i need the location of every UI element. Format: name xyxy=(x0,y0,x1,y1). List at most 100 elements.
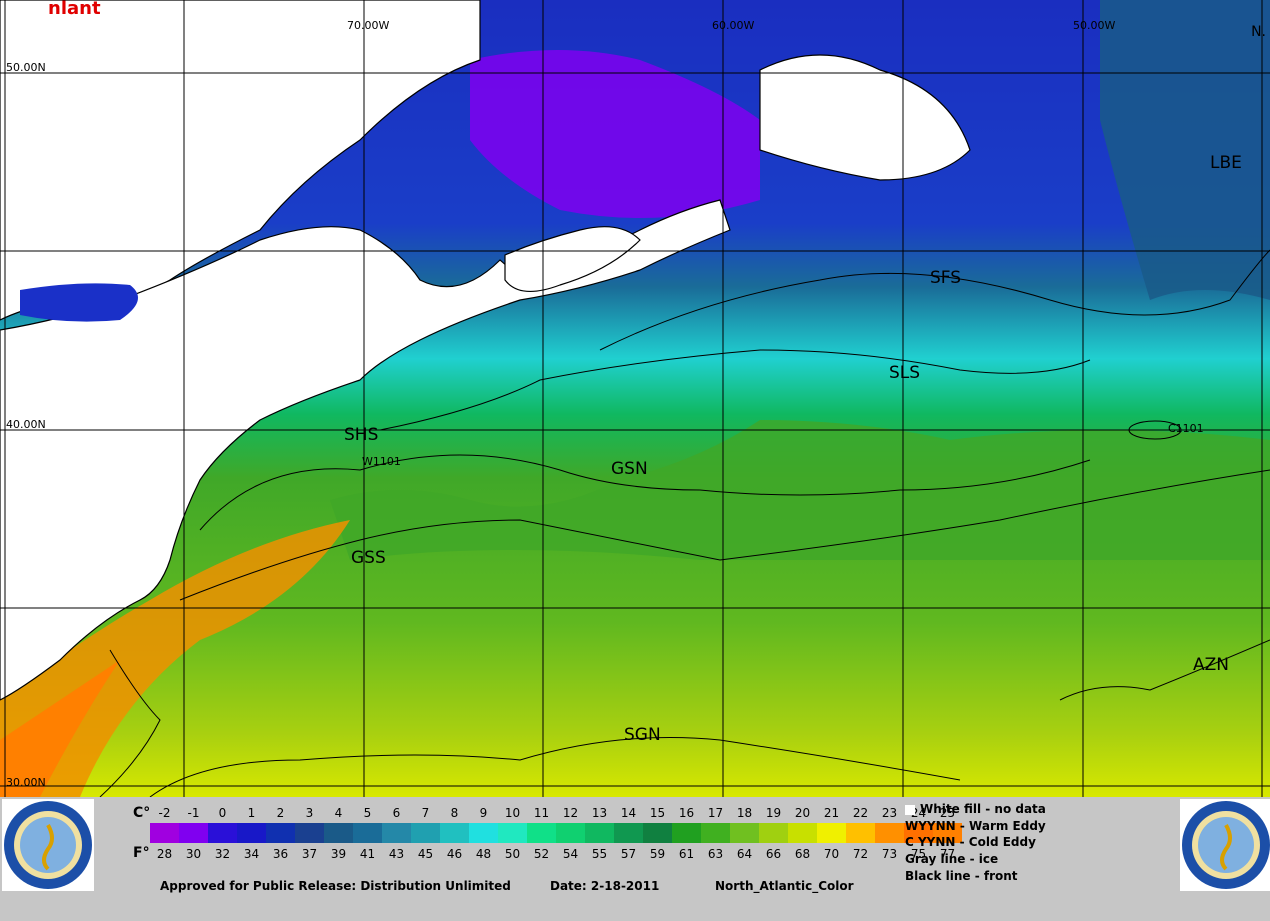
color-swatch xyxy=(672,823,701,843)
no-data-swatch xyxy=(905,805,915,815)
fahrenheit-tick: 64 xyxy=(736,847,753,861)
celsius-tick: 3 xyxy=(305,806,314,820)
celsius-unit-label: C° xyxy=(133,805,151,821)
front-label-azn: AZN xyxy=(1193,655,1229,675)
color-swatch xyxy=(817,823,846,843)
celsius-tick: 22 xyxy=(852,806,869,820)
color-swatch xyxy=(179,823,208,843)
front-label-shs: SHS xyxy=(344,425,379,445)
fahrenheit-tick: 37 xyxy=(301,847,318,861)
labrador-cold-region xyxy=(1100,0,1270,300)
celsius-tick: 12 xyxy=(562,806,579,820)
front-label-gss: GSS xyxy=(351,548,386,568)
fahrenheit-tick: 43 xyxy=(388,847,405,861)
color-swatch xyxy=(701,823,730,843)
celsius-tick: 13 xyxy=(591,806,608,820)
fahrenheit-tick: 72 xyxy=(852,847,869,861)
color-swatch xyxy=(875,823,904,843)
celsius-tick: 21 xyxy=(823,806,840,820)
celsius-tick: 0 xyxy=(218,806,227,820)
color-swatch xyxy=(904,823,933,843)
celsius-tick: 8 xyxy=(450,806,459,820)
gulf-stream-region xyxy=(330,420,1270,560)
fahrenheit-tick: 68 xyxy=(794,847,811,861)
region-title: nlant xyxy=(48,0,101,19)
color-swatch xyxy=(643,823,672,843)
lon-label-70w: 70.00W xyxy=(347,19,390,32)
celsius-tick: 2 xyxy=(276,806,285,820)
fahrenheit-scale: 28 30 32 34 36 37 39 41 43 45 46 48 50 52 54 55 57 59 61 63… xyxy=(150,847,962,861)
fahrenheit-tick: 36 xyxy=(272,847,289,861)
celsius-tick: 19 xyxy=(765,806,782,820)
fahrenheit-tick: 32 xyxy=(214,847,231,861)
key-warm-eddy: WYYNN - Warm Eddy xyxy=(905,819,1046,833)
approval-text: Approved for Public Release: Distributio… xyxy=(160,879,511,893)
fahrenheit-tick: 77 xyxy=(939,847,956,861)
key-black-line: Black line - front xyxy=(905,869,1018,883)
celsius-tick: 17 xyxy=(707,806,724,820)
fahrenheit-tick: 28 xyxy=(156,847,173,861)
lat-label-40n: 40.00N xyxy=(6,418,46,431)
fahrenheit-tick: 39 xyxy=(330,847,347,861)
front-lines xyxy=(99,249,1270,797)
fahrenheit-tick: 34 xyxy=(243,847,260,861)
celsius-tick: 11 xyxy=(533,806,550,820)
eddy-label-cold: C1101 xyxy=(1168,422,1204,435)
fahrenheit-tick: 66 xyxy=(765,847,782,861)
lat-label-30n: 30.00N xyxy=(6,776,46,789)
eddy-label-warm: W1101 xyxy=(362,455,401,468)
navoceano-seal-right xyxy=(1180,799,1270,891)
fahrenheit-tick: 54 xyxy=(562,847,579,861)
celsius-tick: 15 xyxy=(649,806,666,820)
front-label-sfs: SFS xyxy=(930,268,962,288)
key-gray-line: Gray line - ice xyxy=(905,852,999,866)
graticule xyxy=(0,0,1270,797)
color-swatch xyxy=(150,823,179,843)
fahrenheit-tick: 41 xyxy=(359,847,376,861)
color-swatch xyxy=(237,823,266,843)
fahrenheit-tick: 46 xyxy=(446,847,463,861)
color-swatch xyxy=(498,823,527,843)
color-swatch xyxy=(556,823,585,843)
color-swatch xyxy=(614,823,643,843)
color-scale-bar xyxy=(150,823,962,843)
color-swatch xyxy=(846,823,875,843)
fahrenheit-tick: 55 xyxy=(591,847,608,861)
fahrenheit-tick: 70 xyxy=(823,847,840,861)
celsius-tick: -1 xyxy=(187,806,200,820)
sst-map-canvas xyxy=(0,0,1270,797)
celsius-tick: 23 xyxy=(881,806,898,820)
color-swatch xyxy=(730,823,759,843)
celsius-scale: -2 -1 0 1 2 3 4 5 6 7 8 9 10 11 12 13 14 15 16 17 18 19 20 21 22… xyxy=(150,806,962,820)
color-swatch xyxy=(469,823,498,843)
fahrenheit-tick: 48 xyxy=(475,847,492,861)
celsius-tick: 4 xyxy=(334,806,343,820)
celsius-tick: 16 xyxy=(678,806,695,820)
color-swatch xyxy=(266,823,295,843)
color-swatch xyxy=(411,823,440,843)
celsius-tick: 1 xyxy=(247,806,256,820)
great-lake xyxy=(20,283,138,322)
color-swatch xyxy=(353,823,382,843)
color-swatch xyxy=(295,823,324,843)
color-swatch xyxy=(440,823,469,843)
color-swatch xyxy=(759,823,788,843)
celsius-tick: 14 xyxy=(620,806,637,820)
lat-label-50n: 50.00N xyxy=(6,61,46,74)
fahrenheit-tick: 50 xyxy=(504,847,521,861)
color-swatch xyxy=(382,823,411,843)
fahrenheit-tick: 75 xyxy=(910,847,927,861)
celsius-tick: 10 xyxy=(504,806,521,820)
hot-spot-region xyxy=(0,660,120,797)
lon-label-50w: 50.00W xyxy=(1073,19,1116,32)
fahrenheit-tick: 63 xyxy=(707,847,724,861)
land-nova-scotia xyxy=(504,226,641,292)
celsius-tick: 7 xyxy=(421,806,430,820)
fahrenheit-tick: 61 xyxy=(678,847,695,861)
front-label-sls: SLS xyxy=(889,363,921,383)
celsius-tick: 20 xyxy=(794,806,811,820)
color-swatch xyxy=(585,823,614,843)
celsius-tick: -2 xyxy=(158,806,171,820)
land-us-coast xyxy=(0,199,731,701)
celsius-tick: 9 xyxy=(479,806,488,820)
